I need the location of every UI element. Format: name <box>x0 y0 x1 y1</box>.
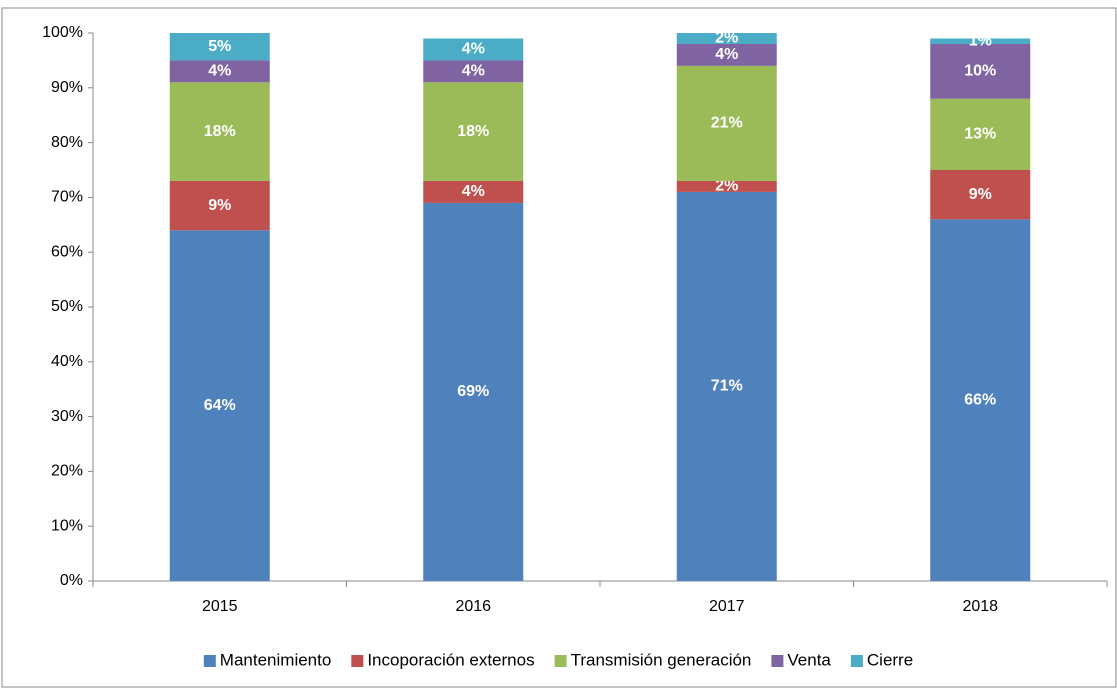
y-tick-label: 50% <box>51 298 83 315</box>
data-label: 10% <box>964 63 996 80</box>
data-label: 21% <box>711 115 743 132</box>
x-tick-label: 2016 <box>455 598 491 615</box>
bar-segment <box>676 33 777 44</box>
data-label: 1% <box>969 32 992 49</box>
bar-segment <box>169 180 270 231</box>
bar-segment <box>423 202 524 581</box>
x-tick-label: 2017 <box>709 598 745 615</box>
legend-swatch <box>351 655 364 667</box>
legend-swatch <box>850 655 863 667</box>
data-label: 9% <box>208 197 231 214</box>
data-label: 4% <box>462 183 485 200</box>
x-tick-label: 2015 <box>202 598 238 615</box>
y-tick-label: 70% <box>51 189 83 206</box>
data-label: 66% <box>964 391 996 408</box>
bar-segment <box>169 230 270 581</box>
y-tick-label: 0% <box>60 572 83 589</box>
bar-segment <box>423 180 524 203</box>
data-label: 69% <box>457 383 489 400</box>
y-tick-label: 60% <box>51 243 83 260</box>
data-label: 71% <box>711 378 743 395</box>
data-label: 2% <box>715 178 738 195</box>
y-tick-label: 30% <box>51 408 83 425</box>
y-tick-label: 90% <box>51 79 83 96</box>
data-label: 9% <box>969 186 992 203</box>
bar-segment <box>423 38 524 61</box>
bar-segment <box>423 60 524 83</box>
bar-segment <box>930 38 1031 44</box>
bar-segment <box>930 170 1031 220</box>
bar-segment <box>169 33 270 61</box>
y-tick-label: 20% <box>51 463 83 480</box>
legend-swatch <box>554 655 567 667</box>
bar-segment <box>676 43 777 66</box>
bar-segment <box>930 219 1031 581</box>
legend-label: Cierre <box>867 650 913 669</box>
data-label: 18% <box>204 123 236 140</box>
data-label: 5% <box>208 38 231 55</box>
bar-segment <box>423 82 524 181</box>
bar-segment <box>676 191 777 582</box>
bar-segment <box>169 82 270 181</box>
legend-swatch <box>203 655 216 667</box>
legend-swatch <box>771 655 784 667</box>
bar-segment <box>676 180 777 192</box>
legend-label: Mantenimiento <box>220 650 332 669</box>
y-tick-label: 10% <box>51 517 83 534</box>
data-label: 18% <box>457 123 489 140</box>
bar-segment <box>169 60 270 83</box>
legend-label: Venta <box>787 650 831 669</box>
data-label: 4% <box>462 63 485 80</box>
data-label: 4% <box>462 41 485 58</box>
bar-segment <box>930 98 1031 170</box>
y-tick-label: 100% <box>42 24 83 41</box>
data-label: 64% <box>204 397 236 414</box>
y-tick-label: 80% <box>51 134 83 151</box>
bar-segment <box>676 65 777 181</box>
legend-label: Transmisión generación <box>571 650 752 669</box>
data-label: 13% <box>964 126 996 143</box>
data-label: 4% <box>715 46 738 63</box>
data-label: 4% <box>208 63 231 80</box>
data-label: 2% <box>715 30 738 47</box>
legend-label: Incoporación externos <box>367 650 534 669</box>
bar-segment <box>930 43 1031 99</box>
y-tick-label: 40% <box>51 353 83 370</box>
x-tick-label: 2018 <box>962 598 998 615</box>
